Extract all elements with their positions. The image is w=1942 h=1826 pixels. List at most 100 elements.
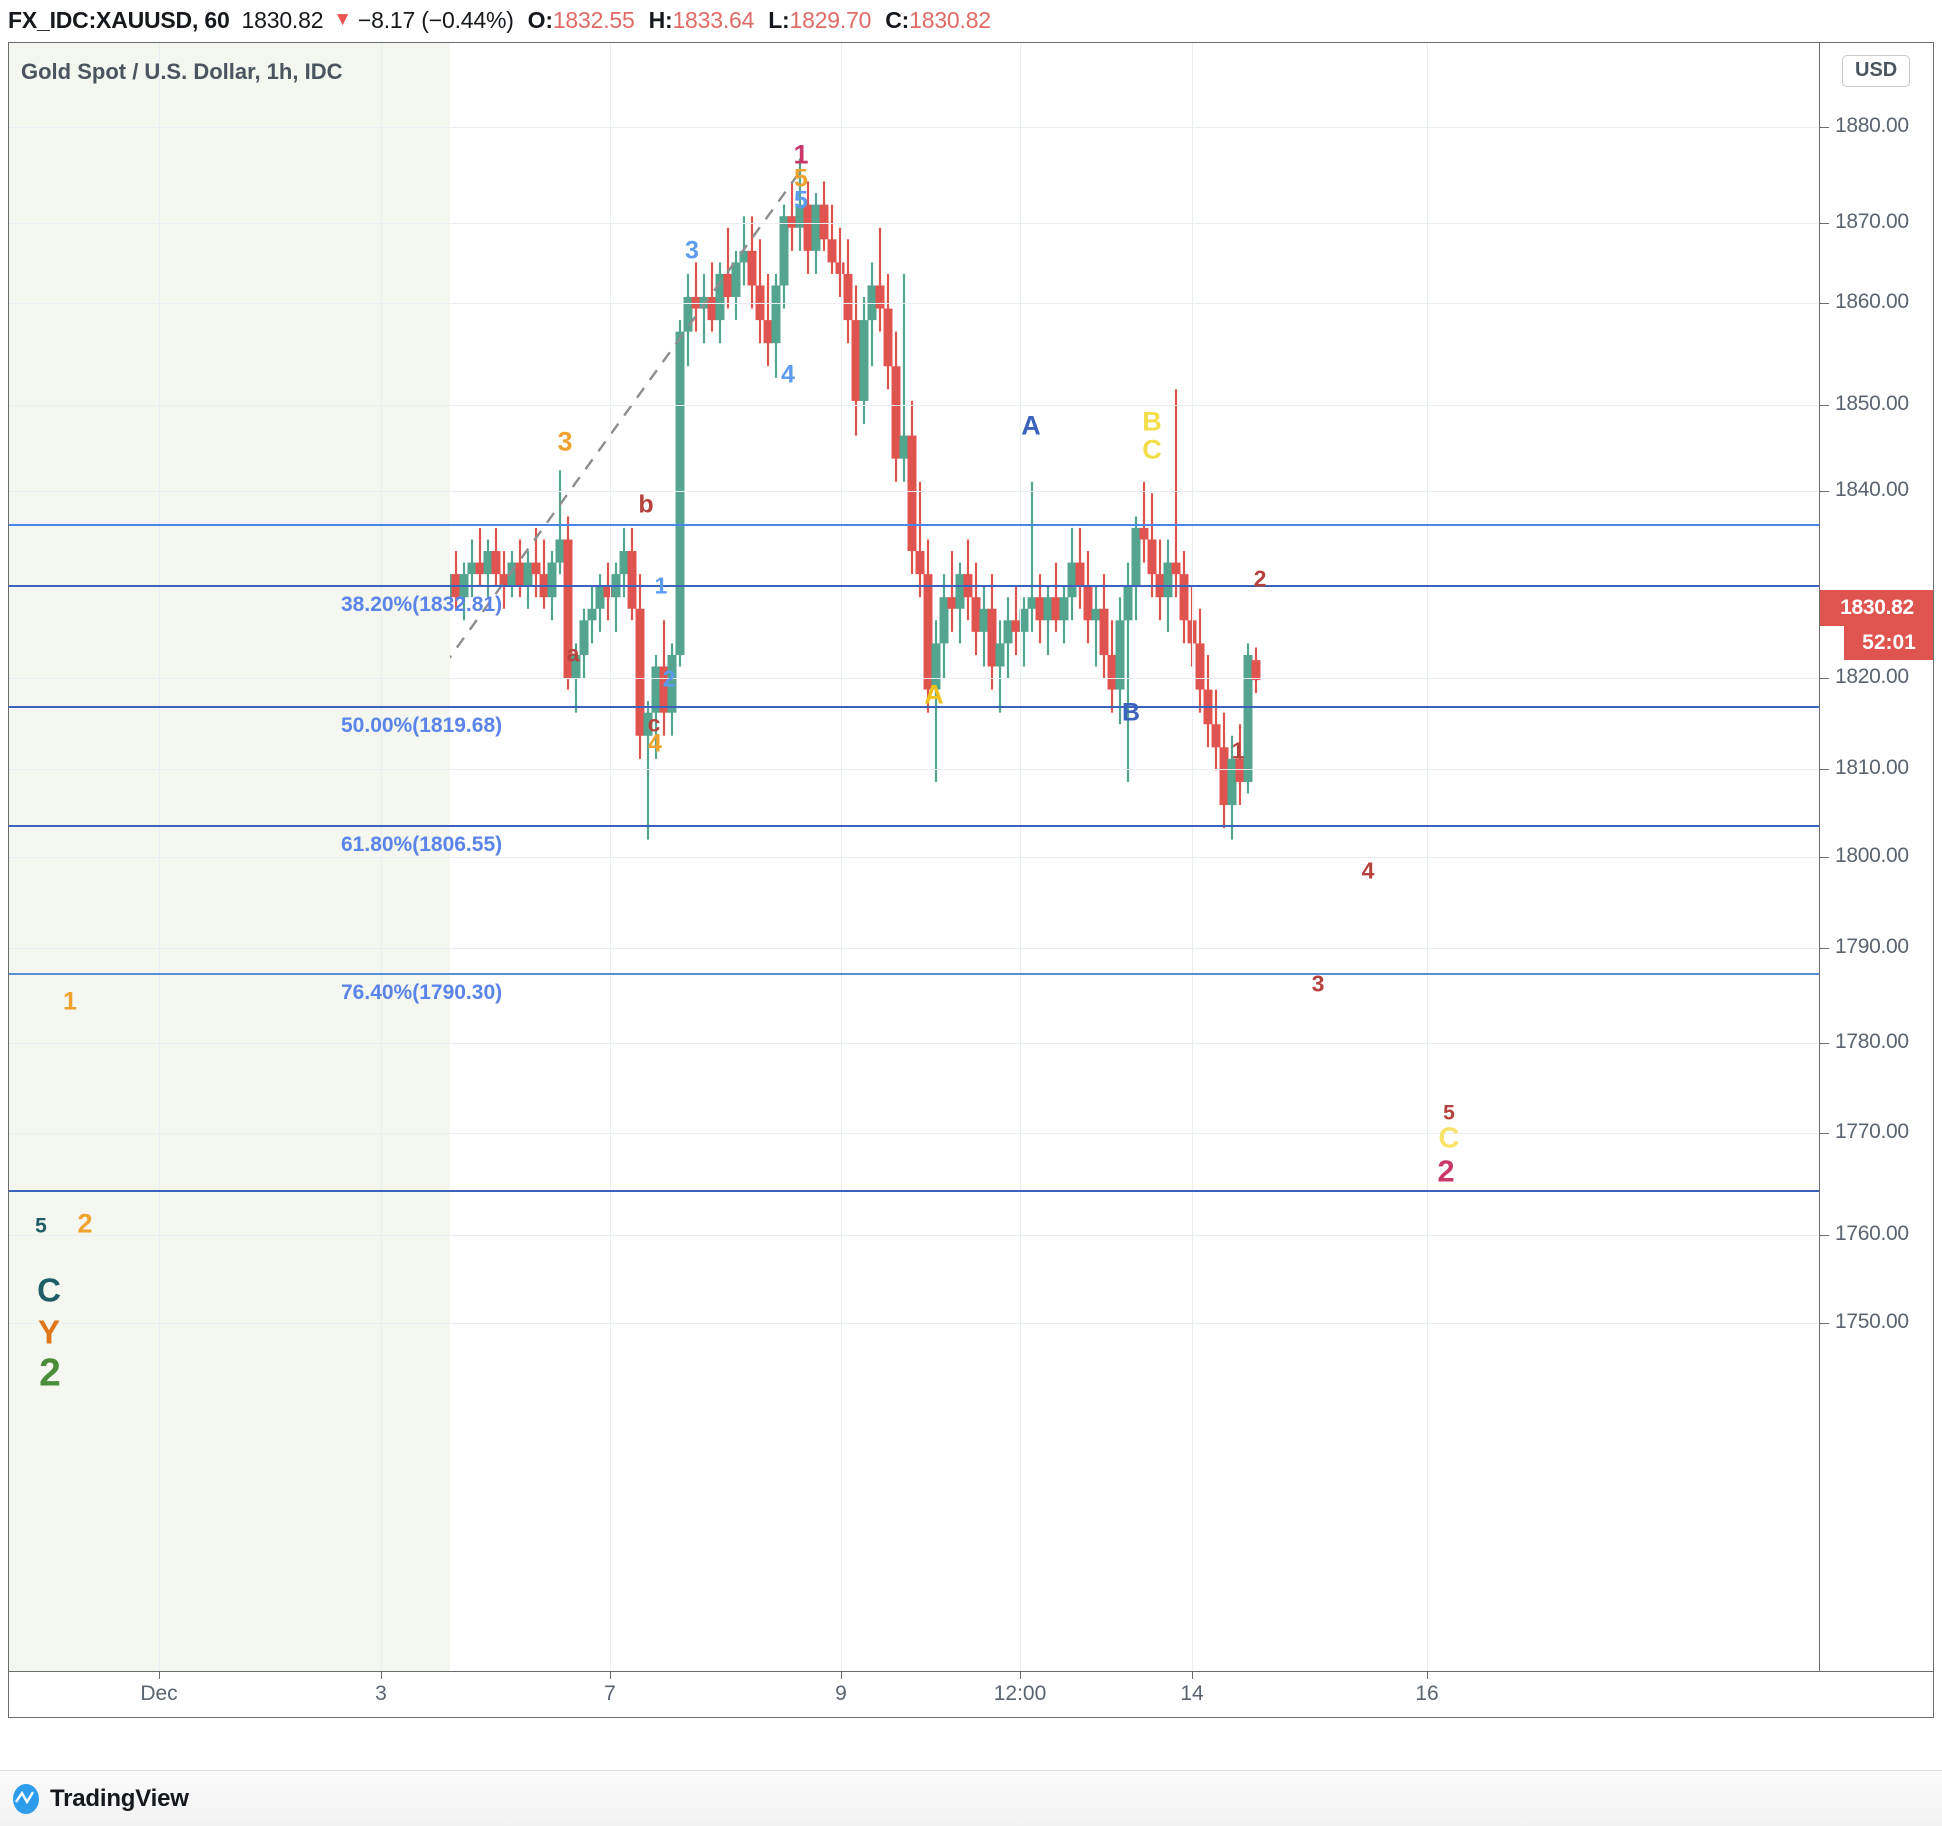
price-tick-dash xyxy=(1820,303,1829,304)
wave-label: 2 xyxy=(39,1351,61,1395)
time-tick-dash xyxy=(1020,1672,1021,1679)
gridline-vertical xyxy=(1427,43,1428,1671)
price-scale[interactable]: USD 1880.00 1870.00 1860.00 1850.00 1840.00 1… xyxy=(1819,43,1933,1671)
price-tick-label: 1870.00 xyxy=(1835,210,1909,233)
candle-body xyxy=(979,608,989,632)
candle-body xyxy=(755,285,765,321)
currency-badge[interactable]: USD xyxy=(1842,55,1911,87)
candle-body xyxy=(923,574,933,690)
time-scale[interactable]: Dec 3 7 9 12:00 14 16 xyxy=(9,1671,1933,1717)
gridline-horizontal xyxy=(9,769,1819,770)
price-tick: 1760.00 xyxy=(1820,1222,1933,1245)
candle-body xyxy=(1123,585,1133,621)
price-tick-dash xyxy=(1820,127,1829,128)
wave-label: 4 xyxy=(1361,857,1375,884)
candle-body xyxy=(651,666,661,713)
candle-body xyxy=(1147,539,1157,575)
time-tick-dash xyxy=(610,1672,611,1679)
price-tick: 1750.00 xyxy=(1820,1310,1933,1333)
candle-body xyxy=(955,574,965,609)
time-tick-dash xyxy=(841,1672,842,1679)
candle-body xyxy=(1131,527,1141,586)
fibonacci-level-label: 50.00%(1819.68) xyxy=(341,714,503,737)
wave-label: Y xyxy=(37,1313,61,1351)
close-key: C: xyxy=(885,6,910,33)
price-tick: 1770.00 xyxy=(1820,1120,1933,1143)
gridline-horizontal xyxy=(9,948,1819,949)
candle-body xyxy=(1019,608,1029,632)
fibonacci-level-line[interactable] xyxy=(9,706,1819,708)
candle-body xyxy=(939,597,949,644)
candle-body xyxy=(907,435,917,552)
gridline-horizontal xyxy=(9,127,1819,128)
candle-body xyxy=(555,539,565,563)
low-value: 1829.70 xyxy=(789,6,872,33)
candle-body xyxy=(819,204,829,240)
candle-body xyxy=(987,608,997,667)
candle-body xyxy=(739,250,749,263)
candle-body xyxy=(1051,597,1061,621)
wave-label: 5 xyxy=(35,1214,47,1238)
gridline-horizontal xyxy=(9,303,1819,304)
gridline-vertical xyxy=(1020,43,1021,1671)
candle-body xyxy=(715,273,725,321)
candle-body xyxy=(795,204,805,228)
candle-body xyxy=(1043,597,1053,621)
time-tick-dash xyxy=(381,1672,382,1679)
price-tick-label: 1810.00 xyxy=(1835,756,1909,779)
price-tick-dash xyxy=(1820,769,1829,770)
wave-label: C xyxy=(37,1271,61,1309)
price-tick: 1840.00 xyxy=(1820,478,1933,501)
candle-body xyxy=(1251,660,1261,681)
candle-body xyxy=(547,562,557,598)
close-value: 1830.82 xyxy=(909,6,991,33)
candle-body xyxy=(499,574,509,586)
price-tick: 1850.00 xyxy=(1820,392,1933,415)
price-tick-label: 1800.00 xyxy=(1835,844,1909,867)
candle-body xyxy=(883,308,893,367)
candle-body xyxy=(635,608,645,736)
candle-body xyxy=(867,285,877,321)
time-tick-label: Dec xyxy=(140,1682,178,1705)
high-key: H: xyxy=(648,6,673,33)
candle-body xyxy=(619,551,629,575)
wave-label: 5 xyxy=(794,164,808,193)
candle-body xyxy=(1139,527,1149,540)
time-tick-dash xyxy=(1427,1672,1428,1679)
gridline-vertical xyxy=(610,43,611,1671)
wave-label: 5 xyxy=(794,186,808,215)
fibonacci-level-line[interactable] xyxy=(9,585,1819,587)
wave-label: 1 xyxy=(654,572,668,599)
gridline-horizontal xyxy=(9,1133,1819,1134)
fibonacci-level-line[interactable] xyxy=(9,825,1819,827)
candle-body xyxy=(803,204,813,251)
candle-body xyxy=(467,562,477,575)
wave-label: 1 xyxy=(63,987,77,1016)
wave-label: 4 xyxy=(781,360,795,389)
chart-plot-area[interactable]: Gold Spot / U.S. Dollar, 1h, IDC 38.20%(… xyxy=(9,43,1819,1671)
time-tick-label: 12:00 xyxy=(993,1682,1047,1705)
price-tick: 1810.00 xyxy=(1820,756,1933,779)
tradingview-brand-label: TradingView xyxy=(50,1784,189,1812)
price-tick-label: 1760.00 xyxy=(1835,1222,1909,1245)
fibonacci-level-label: 61.80%(1806.55) xyxy=(341,833,503,856)
support-resistance-line[interactable] xyxy=(9,1190,1819,1192)
candle-body xyxy=(1211,724,1221,748)
wave-label: C xyxy=(1438,1122,1460,1155)
candle-body xyxy=(779,216,789,286)
symbol-label[interactable]: FX_IDC:XAUUSD, 60 xyxy=(8,6,230,33)
candle-body xyxy=(835,262,845,274)
price-tick-dash xyxy=(1820,1235,1829,1236)
candle-body xyxy=(1067,562,1077,598)
candle-body xyxy=(587,608,597,621)
candle-body xyxy=(1163,562,1173,598)
support-resistance-line[interactable] xyxy=(9,524,1819,526)
fibonacci-level-line[interactable] xyxy=(9,973,1819,975)
chart-frame[interactable]: Gold Spot / U.S. Dollar, 1h, IDC 38.20%(… xyxy=(8,42,1934,1718)
candle-body xyxy=(1011,620,1021,632)
candle-body xyxy=(571,654,581,679)
candle-body xyxy=(1027,597,1037,609)
price-tick: 1790.00 xyxy=(1820,935,1933,958)
gridline-vertical xyxy=(1192,43,1193,1671)
